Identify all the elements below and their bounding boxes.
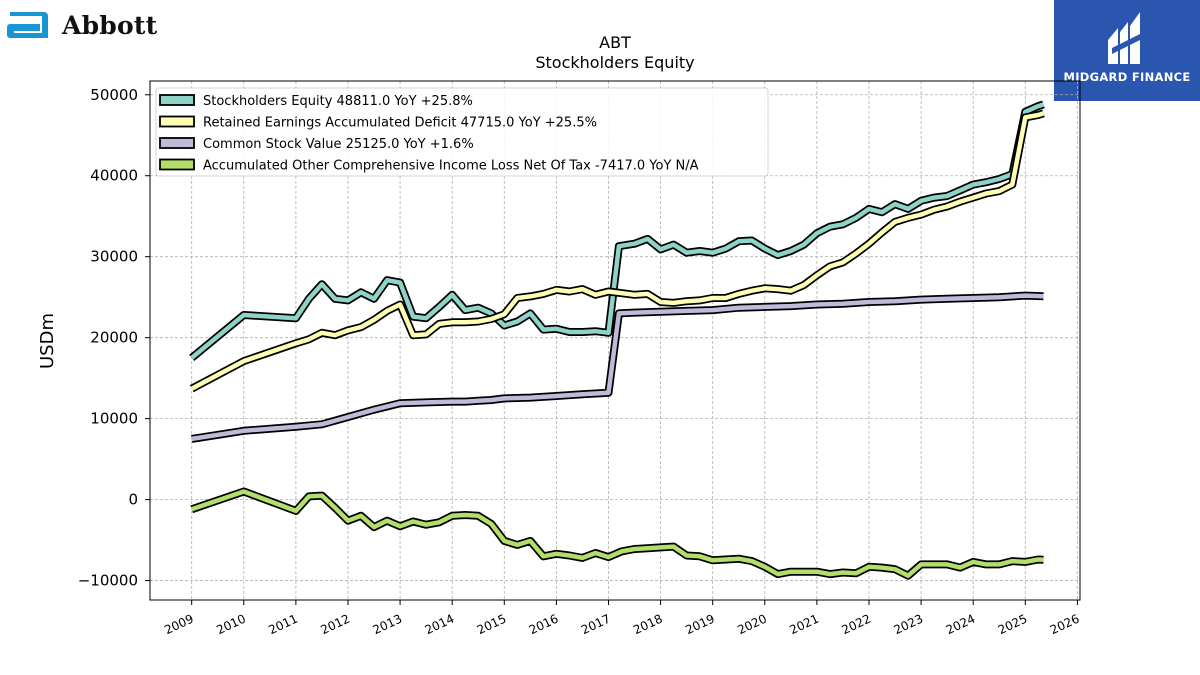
y-tick-label: 0: [128, 491, 138, 509]
abbott-logo: Abbott: [4, 4, 157, 46]
legend-swatch-0: [159, 94, 195, 106]
legend-box: [155, 87, 769, 177]
x-tick-label: 2017: [579, 612, 613, 638]
y-tick-label: 30000: [90, 248, 138, 266]
legend-label-2: Common Stock Value 25125.0 YoY +1.6%: [203, 137, 474, 152]
x-tick-label: 2011: [266, 612, 300, 638]
legend-swatch-3: [159, 158, 195, 171]
x-tick-label: 2023: [892, 612, 926, 638]
y-tick-label: −10000: [78, 572, 138, 590]
midgard-mark-icon: [1108, 12, 1144, 64]
series-lines: [189, 100, 1045, 580]
abbott-brand-name: Abbott: [62, 10, 158, 40]
x-tick-label: 2015: [475, 612, 509, 638]
x-tick-label: 2022: [840, 612, 874, 638]
x-tick-label: 2025: [996, 612, 1030, 638]
chart-subtitle: Stockholders Equity: [535, 53, 694, 72]
series-outline-3: [190, 487, 1044, 580]
y-tick-label: 20000: [90, 329, 138, 347]
x-tick-label: 2021: [787, 612, 821, 638]
series-line-3: [190, 489, 1044, 578]
x-tick-label: 2009: [162, 612, 196, 638]
x-tick-label: 2019: [683, 612, 717, 638]
midgard-brand-name: MIDGARD FINANCE: [1063, 70, 1191, 84]
legend-swatch-2: [159, 137, 195, 149]
y-tick-label: 40000: [90, 167, 138, 185]
x-tick-label: 2020: [735, 612, 769, 638]
x-tick-label: 2012: [318, 612, 352, 638]
x-tick-label: 2016: [527, 612, 561, 638]
series-line-0: [190, 102, 1045, 360]
x-tick-label: 2018: [631, 612, 665, 638]
series-line-1: [190, 111, 1045, 391]
y-axis-label: USDm: [37, 313, 58, 369]
x-tick-label: 2010: [214, 612, 248, 638]
abbott-logo-icon: [7, 12, 48, 38]
plot-frame: [149, 80, 1081, 601]
x-tick-label: 2026: [1048, 612, 1082, 638]
x-tick-label: 2013: [371, 612, 405, 638]
legend-swatch-1: [159, 115, 195, 128]
x-tick-label: 2014: [423, 612, 457, 638]
x-tick-label: 2024: [944, 612, 978, 638]
series-line-2: [191, 293, 1044, 442]
midgard-finance-logo: MIDGARD FINANCE: [1054, 0, 1200, 101]
legend-label-1: Retained Earnings Accumulated Deficit 47…: [203, 116, 597, 131]
y-tick-label: 50000: [90, 86, 138, 104]
legend-label-0: Stockholders Equity 48811.0 YoY +25.8%: [203, 94, 473, 109]
chart-title: ABT: [599, 33, 631, 52]
legend-label-3: Accumulated Other Comprehensive Income L…: [203, 159, 699, 174]
y-tick-label: 10000: [90, 410, 138, 428]
legend: Stockholders Equity 48811.0 YoY +25.8% Re…: [155, 87, 769, 177]
